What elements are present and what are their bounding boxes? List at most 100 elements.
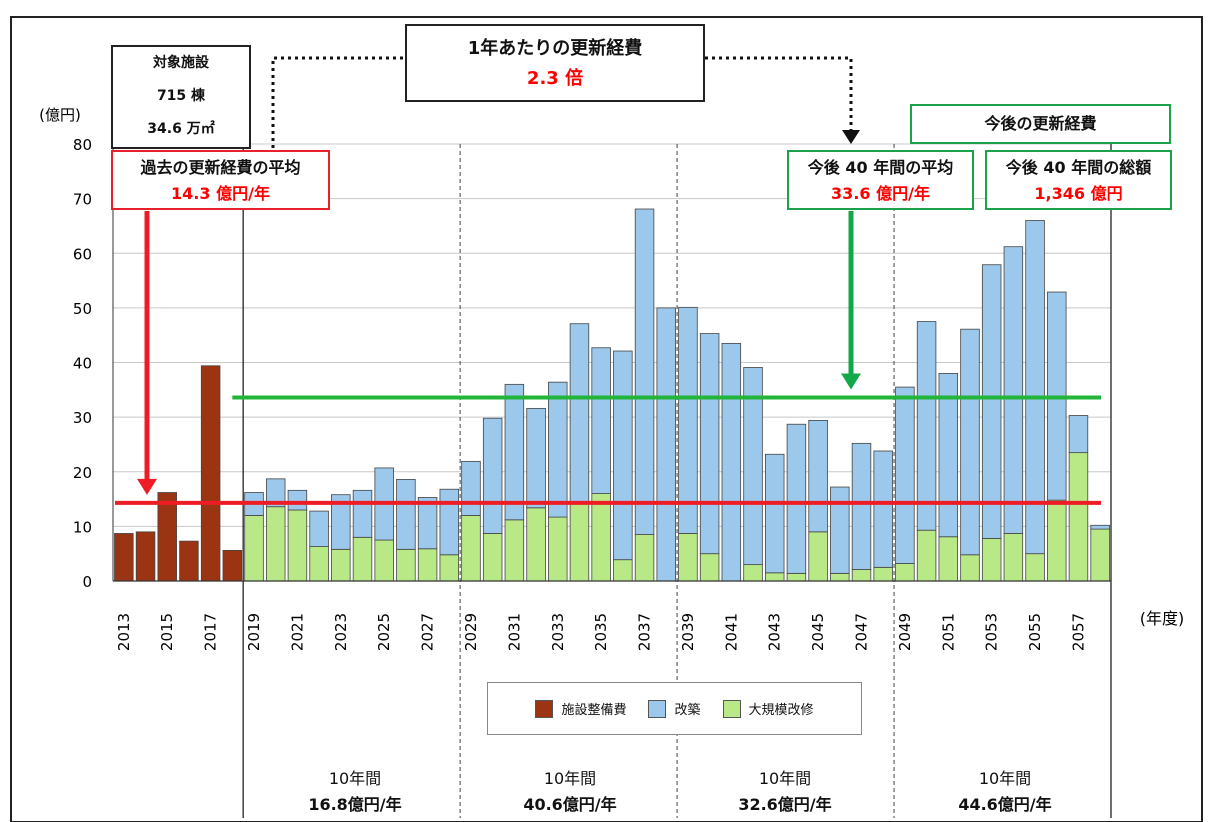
bar-2055-大規模改修 xyxy=(1025,553,1045,582)
bar-2043-改築 xyxy=(764,453,785,574)
bar-2023-大規模改修 xyxy=(331,548,351,582)
future-total-box: 今後 40 年間の総額 1,346 億円 xyxy=(985,150,1172,210)
y-tick-label-60: 60 xyxy=(73,245,92,263)
bar-2057-大規模改修 xyxy=(1068,452,1089,582)
bar-2032-大規模改修 xyxy=(526,507,546,582)
future-total-title: 今後 40 年間の総額 xyxy=(1005,158,1152,177)
bar-2034-大規模改修 xyxy=(569,501,590,582)
bar-2026-改築 xyxy=(396,478,416,550)
future-header-box: 今後の更新経費 xyxy=(910,104,1171,144)
period-4-amount: 44.6億円/年 xyxy=(958,795,1052,814)
x-tick-label-2051: 2051 xyxy=(939,613,957,651)
x-tick-label-2013: 2013 xyxy=(115,613,133,651)
bar-2047-大規模改修 xyxy=(851,569,872,582)
bar-2030-改築 xyxy=(482,417,503,534)
x-tick-label-2015: 2015 xyxy=(158,613,176,651)
y-tick-label-20: 20 xyxy=(73,464,92,482)
x-tick-label-2021: 2021 xyxy=(288,613,306,651)
x-tick-label-2019: 2019 xyxy=(245,613,263,651)
ratio-title: 1年あたりの更新経費 xyxy=(467,38,643,59)
bar-2052-改築 xyxy=(960,328,980,556)
bar-2027-改築 xyxy=(417,497,438,550)
bar-2037-大規模改修 xyxy=(634,534,655,582)
bar-2046-大規模改修 xyxy=(830,572,850,582)
x-tick-label-2027: 2027 xyxy=(419,613,437,651)
green-arrow-head xyxy=(841,373,861,390)
bar-2058-大規模改修 xyxy=(1090,528,1110,582)
bar-2021-大規模改修 xyxy=(287,509,308,582)
bars xyxy=(114,208,1110,582)
legend-label-rebuild: 改築 xyxy=(674,703,701,718)
x-tick-label-2047: 2047 xyxy=(853,613,871,651)
bar-2046-改築 xyxy=(830,486,850,574)
x-tick-label-2017: 2017 xyxy=(202,613,220,651)
bar-2028-改築 xyxy=(439,488,460,556)
bar-2051-改築 xyxy=(938,373,959,538)
bar-2023-改築 xyxy=(331,494,351,550)
bar-2052-大規模改修 xyxy=(960,554,980,582)
period-2-span: 10年間 xyxy=(543,769,597,788)
x-tick-label-2045: 2045 xyxy=(809,613,827,651)
bar-2058-改築 xyxy=(1090,524,1110,530)
bar-2047-改築 xyxy=(851,442,872,570)
bar-2040-改築 xyxy=(699,333,720,555)
target-facilities-box: 対象施設 715 棟 34.6 万㎡ xyxy=(111,45,251,149)
outer-border xyxy=(10,16,1203,822)
bar-2019-大規模改修 xyxy=(244,515,264,582)
period-3-amount: 32.6億円/年 xyxy=(738,795,832,814)
y-tick-label-40: 40 xyxy=(73,355,92,373)
future-header-label: 今後の更新経費 xyxy=(984,114,1097,133)
bar-2014-施設整備費 xyxy=(135,531,156,582)
bar-2055-改築 xyxy=(1025,220,1045,555)
x-tick-label-2023: 2023 xyxy=(332,613,350,651)
bar-2016-施設整備費 xyxy=(179,540,199,582)
x-tick-label-2055: 2055 xyxy=(1026,613,1044,651)
target-count: 715 棟 xyxy=(156,88,206,104)
bar-2034-改築 xyxy=(569,323,590,503)
bar-2031-大規模改修 xyxy=(504,519,525,582)
target-label: 対象施設 xyxy=(153,55,209,71)
bar-2051-大規模改修 xyxy=(938,536,959,582)
x-tick-label-2057: 2057 xyxy=(1069,613,1087,651)
y-tick-label-50: 50 xyxy=(73,300,92,318)
bar-2022-大規模改修 xyxy=(309,546,329,582)
bar-2024-大規模改修 xyxy=(352,536,373,582)
legend-swatch-facility xyxy=(535,699,554,718)
dotted-connector-right xyxy=(705,56,853,130)
x-tick-label-2049: 2049 xyxy=(896,613,914,651)
bar-2044-改築 xyxy=(786,423,807,574)
dotted-connector-arrowhead xyxy=(842,130,860,144)
bar-2044-大規模改修 xyxy=(786,572,807,582)
x-tick-label-2053: 2053 xyxy=(983,613,1001,651)
target-area: 34.6 万㎡ xyxy=(147,121,215,137)
x-tick-label-2025: 2025 xyxy=(375,613,393,651)
reference-lines xyxy=(115,395,1101,505)
x-tick-label-2037: 2037 xyxy=(636,613,654,651)
period-1-span: 10年間 xyxy=(328,769,382,788)
bar-2039-大規模改修 xyxy=(678,533,698,582)
red-arrow-head xyxy=(137,478,157,495)
bar-2042-改築 xyxy=(743,367,763,566)
x-tick-label-2043: 2043 xyxy=(766,613,784,651)
bar-2031-改築 xyxy=(504,383,525,521)
future-average-box: 今後 40 年間の平均 33.6 億円/年 xyxy=(787,150,974,210)
y-tick-label-10: 10 xyxy=(73,518,92,536)
legend-swatch-renovation xyxy=(722,699,741,718)
period-4-summary: 10年間 44.6億円/年 xyxy=(920,765,1090,815)
bar-2032-改築 xyxy=(526,407,546,509)
bar-2035-改築 xyxy=(591,347,611,495)
legend: 施設整備費 改築 大規模改修 xyxy=(487,682,862,735)
bar-2028-大規模改修 xyxy=(439,554,460,582)
ratio-box: 1年あたりの更新経費 2.3 倍 xyxy=(405,24,705,102)
bar-2015-施設整備費 xyxy=(157,492,177,582)
bar-2057-改築 xyxy=(1068,415,1089,454)
bar-2053-大規模改修 xyxy=(981,537,1002,582)
past-average-title: 過去の更新経費の平均 xyxy=(140,158,301,177)
x-tick-label-2035: 2035 xyxy=(592,613,610,651)
future-average-value: 33.6 億円/年 xyxy=(831,184,930,203)
bar-2056-大規模改修 xyxy=(1047,499,1067,582)
bar-2033-大規模改修 xyxy=(548,516,568,582)
bar-2017-施設整備費 xyxy=(200,365,221,582)
bar-2024-改築 xyxy=(352,489,373,538)
